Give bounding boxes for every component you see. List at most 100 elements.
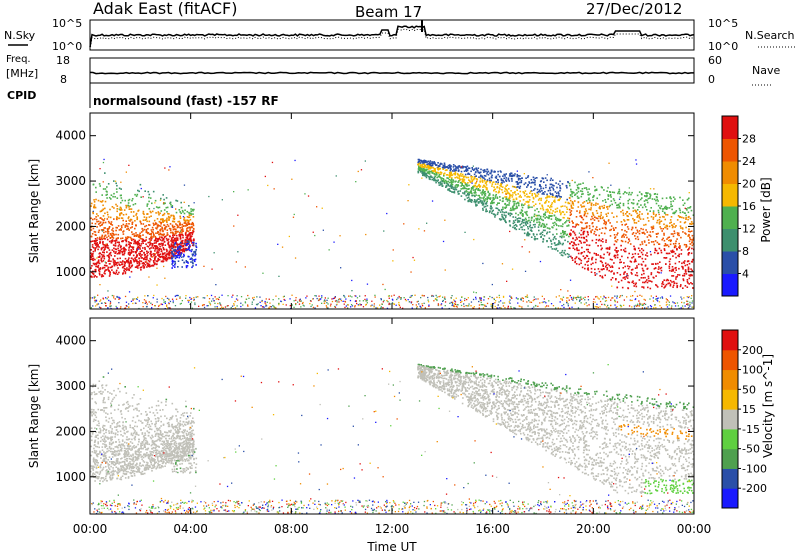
scatter-point xyxy=(559,185,561,187)
scatter-point xyxy=(95,218,98,221)
scatter-point xyxy=(631,191,633,194)
scatter-point xyxy=(131,226,133,228)
scatter-point xyxy=(167,253,170,256)
scatter-point xyxy=(91,246,94,248)
scatter-point xyxy=(483,199,485,201)
scatter-point xyxy=(472,187,474,190)
scatter-point xyxy=(173,244,176,246)
scatter-point xyxy=(566,219,568,222)
scatter-point xyxy=(547,217,549,219)
scatter-point xyxy=(644,303,647,305)
scatter-point xyxy=(511,297,513,299)
nave-label: Nave xyxy=(752,64,780,77)
scatter-point xyxy=(483,192,485,194)
scatter-point xyxy=(623,219,625,221)
scatter-point xyxy=(449,185,451,188)
scatter-point xyxy=(90,249,92,251)
scatter-point xyxy=(619,295,622,297)
scatter-point xyxy=(487,173,490,176)
scatter-point xyxy=(135,224,137,227)
scatter-point xyxy=(577,201,580,203)
scatter-point xyxy=(664,243,667,245)
scatter-point xyxy=(689,207,691,209)
scatter-point xyxy=(94,238,97,240)
scatter-point xyxy=(678,261,681,263)
scatter-point xyxy=(460,175,463,177)
scatter-point xyxy=(138,242,140,245)
scatter-point xyxy=(682,261,685,263)
scatter-point xyxy=(617,203,620,206)
scatter-point xyxy=(380,298,382,300)
scatter-point xyxy=(609,229,611,232)
scatter-point xyxy=(574,297,576,299)
scatter-point xyxy=(502,218,505,221)
scatter-point xyxy=(181,245,183,248)
scatter-point xyxy=(501,211,504,213)
scatter-point xyxy=(141,257,143,259)
scatter-point xyxy=(670,221,672,224)
scatter-point xyxy=(687,230,690,233)
scatter-point xyxy=(504,220,507,222)
scatter-point xyxy=(141,250,143,253)
scatter-point xyxy=(159,245,161,248)
scatter-point xyxy=(179,222,181,224)
scatter-point xyxy=(180,201,182,204)
scatter-point xyxy=(498,187,501,189)
scatter-point xyxy=(559,242,562,245)
scatter-point xyxy=(119,206,122,209)
scatter-point xyxy=(484,178,486,181)
scatter-point xyxy=(283,298,285,301)
scatter-point xyxy=(166,234,168,236)
scatter-point xyxy=(468,179,470,181)
scatter-point xyxy=(459,181,462,184)
scatter-point xyxy=(672,251,675,253)
scatter-point xyxy=(171,231,174,234)
scatter-point xyxy=(596,303,598,305)
scatter-point xyxy=(480,298,482,300)
scatter-point xyxy=(435,181,437,184)
scatter-point xyxy=(692,239,694,241)
scatter-point xyxy=(461,165,464,168)
scatter-point xyxy=(439,177,442,179)
scatter-point xyxy=(510,307,512,310)
scatter-point xyxy=(626,211,629,213)
scatter-point xyxy=(113,218,115,220)
scatter-point xyxy=(183,243,186,245)
scatter-point xyxy=(449,173,451,176)
scatter-point xyxy=(179,217,182,219)
scatter-point xyxy=(158,255,160,257)
scatter-point xyxy=(154,256,156,259)
scatter-point xyxy=(90,229,93,231)
scatter-point xyxy=(503,218,506,220)
scatter-point xyxy=(94,301,96,303)
scatter-point xyxy=(686,280,689,283)
scatter-point xyxy=(548,211,551,213)
scatter-point xyxy=(575,189,578,191)
scatter-point xyxy=(692,237,695,239)
scatter-point xyxy=(532,176,535,179)
scatter-point xyxy=(624,278,626,280)
scatter-point xyxy=(132,248,135,251)
scatter-point xyxy=(551,186,553,188)
scatter-point xyxy=(100,237,103,240)
scatter-point xyxy=(159,243,161,246)
scatter-point xyxy=(598,207,601,209)
scatter-point xyxy=(113,263,115,266)
scatter-point xyxy=(631,299,633,302)
scatter-point xyxy=(675,210,678,212)
scatter-point xyxy=(472,307,474,309)
scatter-point xyxy=(264,302,266,304)
scatter-point xyxy=(356,302,358,305)
scatter-point xyxy=(522,224,525,227)
scatter-point xyxy=(106,191,108,193)
scatter-point xyxy=(444,165,446,168)
scatter-point xyxy=(640,251,643,254)
scatter-point xyxy=(163,236,166,239)
scatter-point xyxy=(164,257,166,260)
scatter-point xyxy=(475,203,477,206)
scatter-point xyxy=(124,268,127,270)
scatter-point xyxy=(692,214,695,216)
scatter-point xyxy=(138,235,141,237)
scatter-point xyxy=(432,178,435,180)
scatter-point xyxy=(483,196,485,198)
